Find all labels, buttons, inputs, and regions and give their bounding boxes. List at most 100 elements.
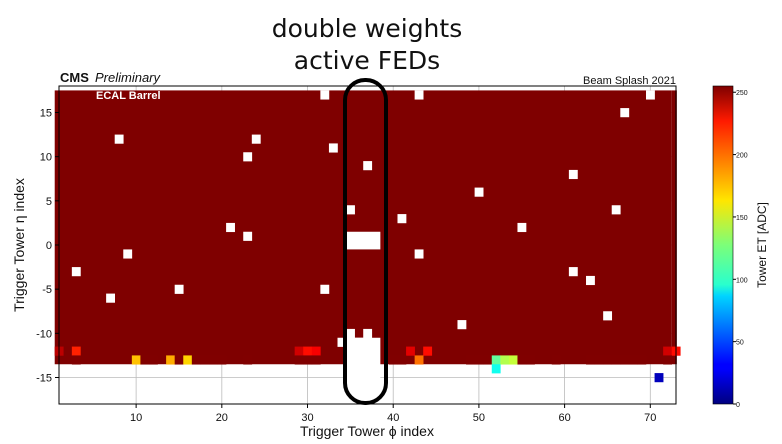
heatmap-cell <box>397 355 407 365</box>
empty-cell <box>346 205 355 215</box>
empty-cell <box>106 293 116 303</box>
preliminary-label: Preliminary <box>95 70 162 85</box>
empty-cell <box>243 231 253 241</box>
heatmap-cell <box>243 355 253 365</box>
filled-region <box>54 90 672 365</box>
colorbar-gradient <box>712 85 734 405</box>
x-tick-label: 50 <box>473 412 485 424</box>
colorbar-label: Tower ET [ADC] <box>755 202 769 288</box>
heatmap-cell <box>466 355 475 365</box>
heatmap-cell <box>131 355 141 365</box>
x-tick-label: 20 <box>216 412 228 424</box>
empty-cell <box>71 267 81 277</box>
heatmap-cell <box>174 355 184 365</box>
heatmap-cell <box>200 355 210 365</box>
empty-cell <box>320 284 330 294</box>
run-label: Beam Splash 2021 <box>583 75 676 87</box>
heatmap-cell <box>611 355 621 365</box>
empty-cell <box>586 275 595 286</box>
colorbar: 0 50 100 150 200 250 Tower ET [ADC] <box>712 85 769 409</box>
y-tick-label: 15 <box>40 108 52 120</box>
colorbar-tick-label: 0 <box>736 402 740 409</box>
heatmap-cell <box>166 355 175 365</box>
empty-cell <box>251 134 261 144</box>
heatmap-cell <box>491 364 501 374</box>
heatmap-cell <box>311 346 321 356</box>
filled-region-edge <box>671 90 677 365</box>
heatmap-cell <box>140 355 150 365</box>
cells-layer <box>54 90 681 409</box>
y-axis-ticks: -15 -10 -5 0 5 10 15 <box>36 108 59 385</box>
empty-cell <box>474 187 484 197</box>
y-tick-label: 10 <box>40 152 52 164</box>
heatmap-cell <box>526 355 535 365</box>
empty-cell <box>123 249 133 259</box>
y-tick-label: 5 <box>46 196 52 208</box>
empty-cell <box>114 134 124 144</box>
empty-cell <box>611 205 621 215</box>
heatmap-cell <box>491 355 501 365</box>
empty-cell <box>363 161 373 171</box>
heatmap-cell <box>500 355 510 365</box>
heatmap-cell <box>303 355 313 365</box>
empty-cell <box>346 328 355 339</box>
y-axis-label: Trigger Tower η index <box>11 178 27 312</box>
heatmap-cell <box>663 355 673 365</box>
empty-cell <box>517 222 527 233</box>
empty-cell <box>174 284 184 294</box>
x-tick-label: 40 <box>387 412 399 424</box>
colorbar-tick-label: 100 <box>736 277 748 284</box>
heatmap-cell <box>183 355 193 365</box>
empty-cell <box>320 90 330 100</box>
empty-block <box>346 231 381 250</box>
cms-label: CMS <box>60 70 89 85</box>
empty-cell <box>354 337 364 347</box>
heatmap-plot-area: ECAL Barrel <box>54 85 681 409</box>
x-tick-label: 70 <box>644 412 656 424</box>
empty-cell <box>414 90 424 100</box>
x-tick-label: 10 <box>130 412 142 424</box>
colorbar-ticks: 0 50 100 150 200 250 <box>733 90 748 409</box>
y-tick-label: 0 <box>46 240 52 252</box>
empty-cell <box>603 311 613 321</box>
heatmap-cell <box>637 355 647 365</box>
heatmap-cell <box>663 346 673 356</box>
heatmap-cell <box>654 373 664 383</box>
heatmap-cell <box>474 355 484 365</box>
y-tick-label: -5 <box>42 284 52 296</box>
y-tick-label: -15 <box>36 373 52 385</box>
x-axis-label: Trigger Tower ϕ index <box>300 423 434 439</box>
colorbar-tick-label: 150 <box>736 215 748 222</box>
heatmap-cell <box>551 355 561 365</box>
x-tick-label: 30 <box>301 412 313 424</box>
heatmap-cell <box>406 346 415 356</box>
empty-cell <box>568 169 578 180</box>
heatmap-cell <box>423 346 433 356</box>
x-tick-label: 60 <box>558 412 570 424</box>
empty-cell <box>337 337 347 347</box>
heatmap-cell <box>586 355 595 365</box>
heatmap-cell <box>294 346 304 356</box>
heatmap-cell <box>594 355 604 365</box>
heatmap-cell <box>628 355 638 365</box>
heatmap-cell <box>148 355 158 365</box>
heatmap-cell <box>414 355 424 365</box>
heatmap-cell <box>517 355 527 365</box>
y-tick-label: -10 <box>36 328 52 340</box>
ecal-barrel-label: ECAL Barrel <box>96 90 161 102</box>
empty-cell <box>568 267 578 277</box>
colorbar-tick-label: 250 <box>736 90 748 97</box>
empty-cell <box>646 90 655 100</box>
annotation-line1: double weights <box>272 14 462 43</box>
heatmap-cell <box>603 355 613 365</box>
heatmap-cell <box>191 355 201 365</box>
empty-cell <box>620 108 630 118</box>
annotation-line2: active FEDs <box>294 46 440 75</box>
empty-cell <box>226 222 235 233</box>
heatmap-cell <box>208 355 218 365</box>
colorbar-tick-label: 200 <box>736 153 748 160</box>
x-axis-ticks: 10 20 30 40 50 60 70 <box>130 404 656 424</box>
empty-cell <box>363 328 373 339</box>
empty-cell <box>457 320 467 330</box>
